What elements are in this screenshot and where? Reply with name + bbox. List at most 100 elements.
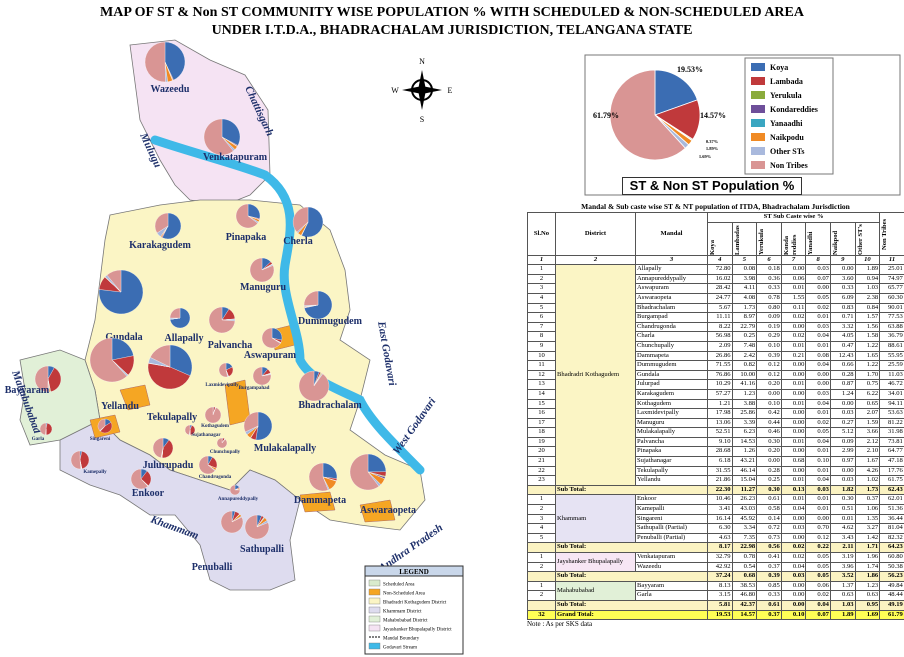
mandal-label: Bayyaram [5, 385, 50, 396]
compass-label: N [419, 57, 425, 66]
cell-value: 64.77 [879, 446, 904, 458]
data-table: Mandal & Sub caste wise ST & NT populati… [527, 201, 904, 629]
cell-value: 0.04 [780, 561, 807, 573]
cell-value: 0.21 [780, 350, 807, 362]
cell-value: 0.39 [756, 350, 782, 362]
mandal: Annapureddypally [635, 273, 708, 285]
legend-swatch [368, 642, 381, 650]
sl-no: 32 [527, 609, 556, 621]
mandal-label: Chandrugonda [199, 475, 232, 480]
district: Mahabubabad [555, 580, 636, 601]
pie-legend-box [744, 57, 834, 175]
mandal-label: Aswapuram [244, 350, 297, 361]
mandal-pie-slice [169, 344, 193, 376]
cell-value: 3.66 [854, 427, 881, 438]
mandal-pie-slice [161, 439, 174, 459]
cell-value: 5.12 [829, 427, 856, 438]
mandal-label: Penuballi [192, 562, 233, 573]
cell-value: 6.18 [707, 456, 733, 467]
cell-value: 0.05 [805, 427, 831, 438]
column-number: 8 [805, 254, 831, 266]
legend-swatch [368, 588, 381, 596]
cell-value: 51.36 [879, 504, 904, 515]
sl-no: 8 [527, 331, 556, 342]
mandal-label: Sathupalli [240, 544, 284, 555]
cell-value: 14.53 [731, 436, 758, 448]
mandal-label: Garla [32, 437, 45, 442]
grand-total-label: Grand Total: [555, 609, 708, 621]
cell-value: 46.72 [879, 379, 904, 390]
cell-value: 0.04 [805, 475, 831, 486]
column-header: Yanadhi [805, 221, 831, 256]
cell-value: 0.47 [829, 340, 856, 352]
cell-value: 3.32 [829, 321, 856, 333]
legend-label: Mahabubabad District [383, 619, 428, 624]
column-header: Yerukula [756, 221, 782, 256]
column-number: 3 [635, 254, 708, 266]
cell-value: 11.11 [707, 312, 733, 323]
cell-value: 0.00 [780, 369, 807, 381]
cell-value: 0.19 [756, 321, 782, 333]
cell-value: 0.00 [780, 465, 807, 477]
subtotal-row: Sub Total: 8.17 22.98 0.56 0.02 0.22 2.11 1.71 6… [527, 542, 904, 553]
mandal-label: Mulakalapally [254, 443, 316, 454]
legend-label: Jayashanker Bhupalapally District [383, 628, 452, 633]
subtotal-value: 0.02 [780, 542, 807, 553]
mandal: Aswapuram [635, 283, 708, 294]
mandal: Kamepalli [635, 504, 708, 515]
column-number-row: 1 2 3 4 5 6 7 8 9 10 11 [527, 254, 904, 266]
cell-value: 13.06 [707, 417, 733, 429]
cell-value: 25.59 [879, 360, 904, 371]
pie-value-label: 1.89% [706, 146, 719, 151]
cell-value: 62.01 [879, 494, 904, 506]
sl-no: 1 [527, 580, 556, 592]
cell-value: 43.03 [731, 504, 758, 515]
mandal-label: Allapally [165, 333, 204, 344]
mandal-label: Cherla [283, 236, 312, 247]
mandal-pie-slice [89, 337, 128, 383]
mandal: Laxmidevipally [635, 408, 708, 419]
mandal-pie-slice [97, 418, 106, 431]
subtotal-value: 11.27 [731, 484, 758, 496]
cell-value: 71.55 [707, 360, 733, 371]
cell-value: 0.08 [805, 350, 831, 362]
table-row: 1 Khammam Enkoor 10.46 26.23 0.61 0.01 0.01 0.30… [527, 494, 904, 544]
cell-value: 0.25 [756, 475, 782, 486]
cell-value: 0.00 [780, 321, 807, 333]
mandal-pie-slice [184, 424, 191, 436]
sl-no: 18 [527, 427, 556, 438]
cell-value: 3.27 [854, 523, 881, 534]
sl-no: 14 [527, 388, 556, 400]
cell-value: 6.23 [731, 427, 758, 438]
sl-no: 15 [527, 398, 556, 410]
mandal-pie-slice [216, 437, 228, 449]
cell-value: 0.00 [780, 264, 807, 275]
mandal-pie-slice [292, 206, 309, 233]
legend-swatch [751, 91, 765, 99]
column-header: Koya [707, 221, 733, 256]
cell-value: 1.24 [829, 388, 856, 400]
cell-value: 9.10 [707, 436, 733, 448]
mandal-pie-slice [147, 363, 191, 390]
cell-value: 0.00 [805, 513, 831, 525]
cell-value: 15.04 [731, 475, 758, 486]
sl-no: 3 [527, 283, 556, 294]
cell-value: 0.07 [805, 273, 831, 285]
cell-value: 0.41 [756, 552, 782, 563]
table-note: Note : As per SKS data [527, 620, 593, 629]
mandal-pie-slice [144, 41, 166, 83]
cell-value: 17.98 [707, 408, 733, 419]
cell-value: 2.10 [854, 446, 881, 458]
cell-value: 1.23 [854, 580, 881, 592]
legend-swatch [368, 579, 381, 587]
mandal-pie-slice [221, 118, 241, 146]
column-number: 6 [756, 254, 782, 266]
grand-total-value: 19.53 [707, 609, 733, 621]
cell-value: 2.99 [829, 446, 856, 458]
cell-value: 1.59 [854, 417, 881, 429]
cell-value: 4.63 [707, 532, 733, 544]
legend-label: Kondareddies [770, 105, 818, 114]
mandal-label: Burgampahad [239, 386, 270, 391]
pie-title: ST & Non ST Population % [622, 177, 802, 195]
